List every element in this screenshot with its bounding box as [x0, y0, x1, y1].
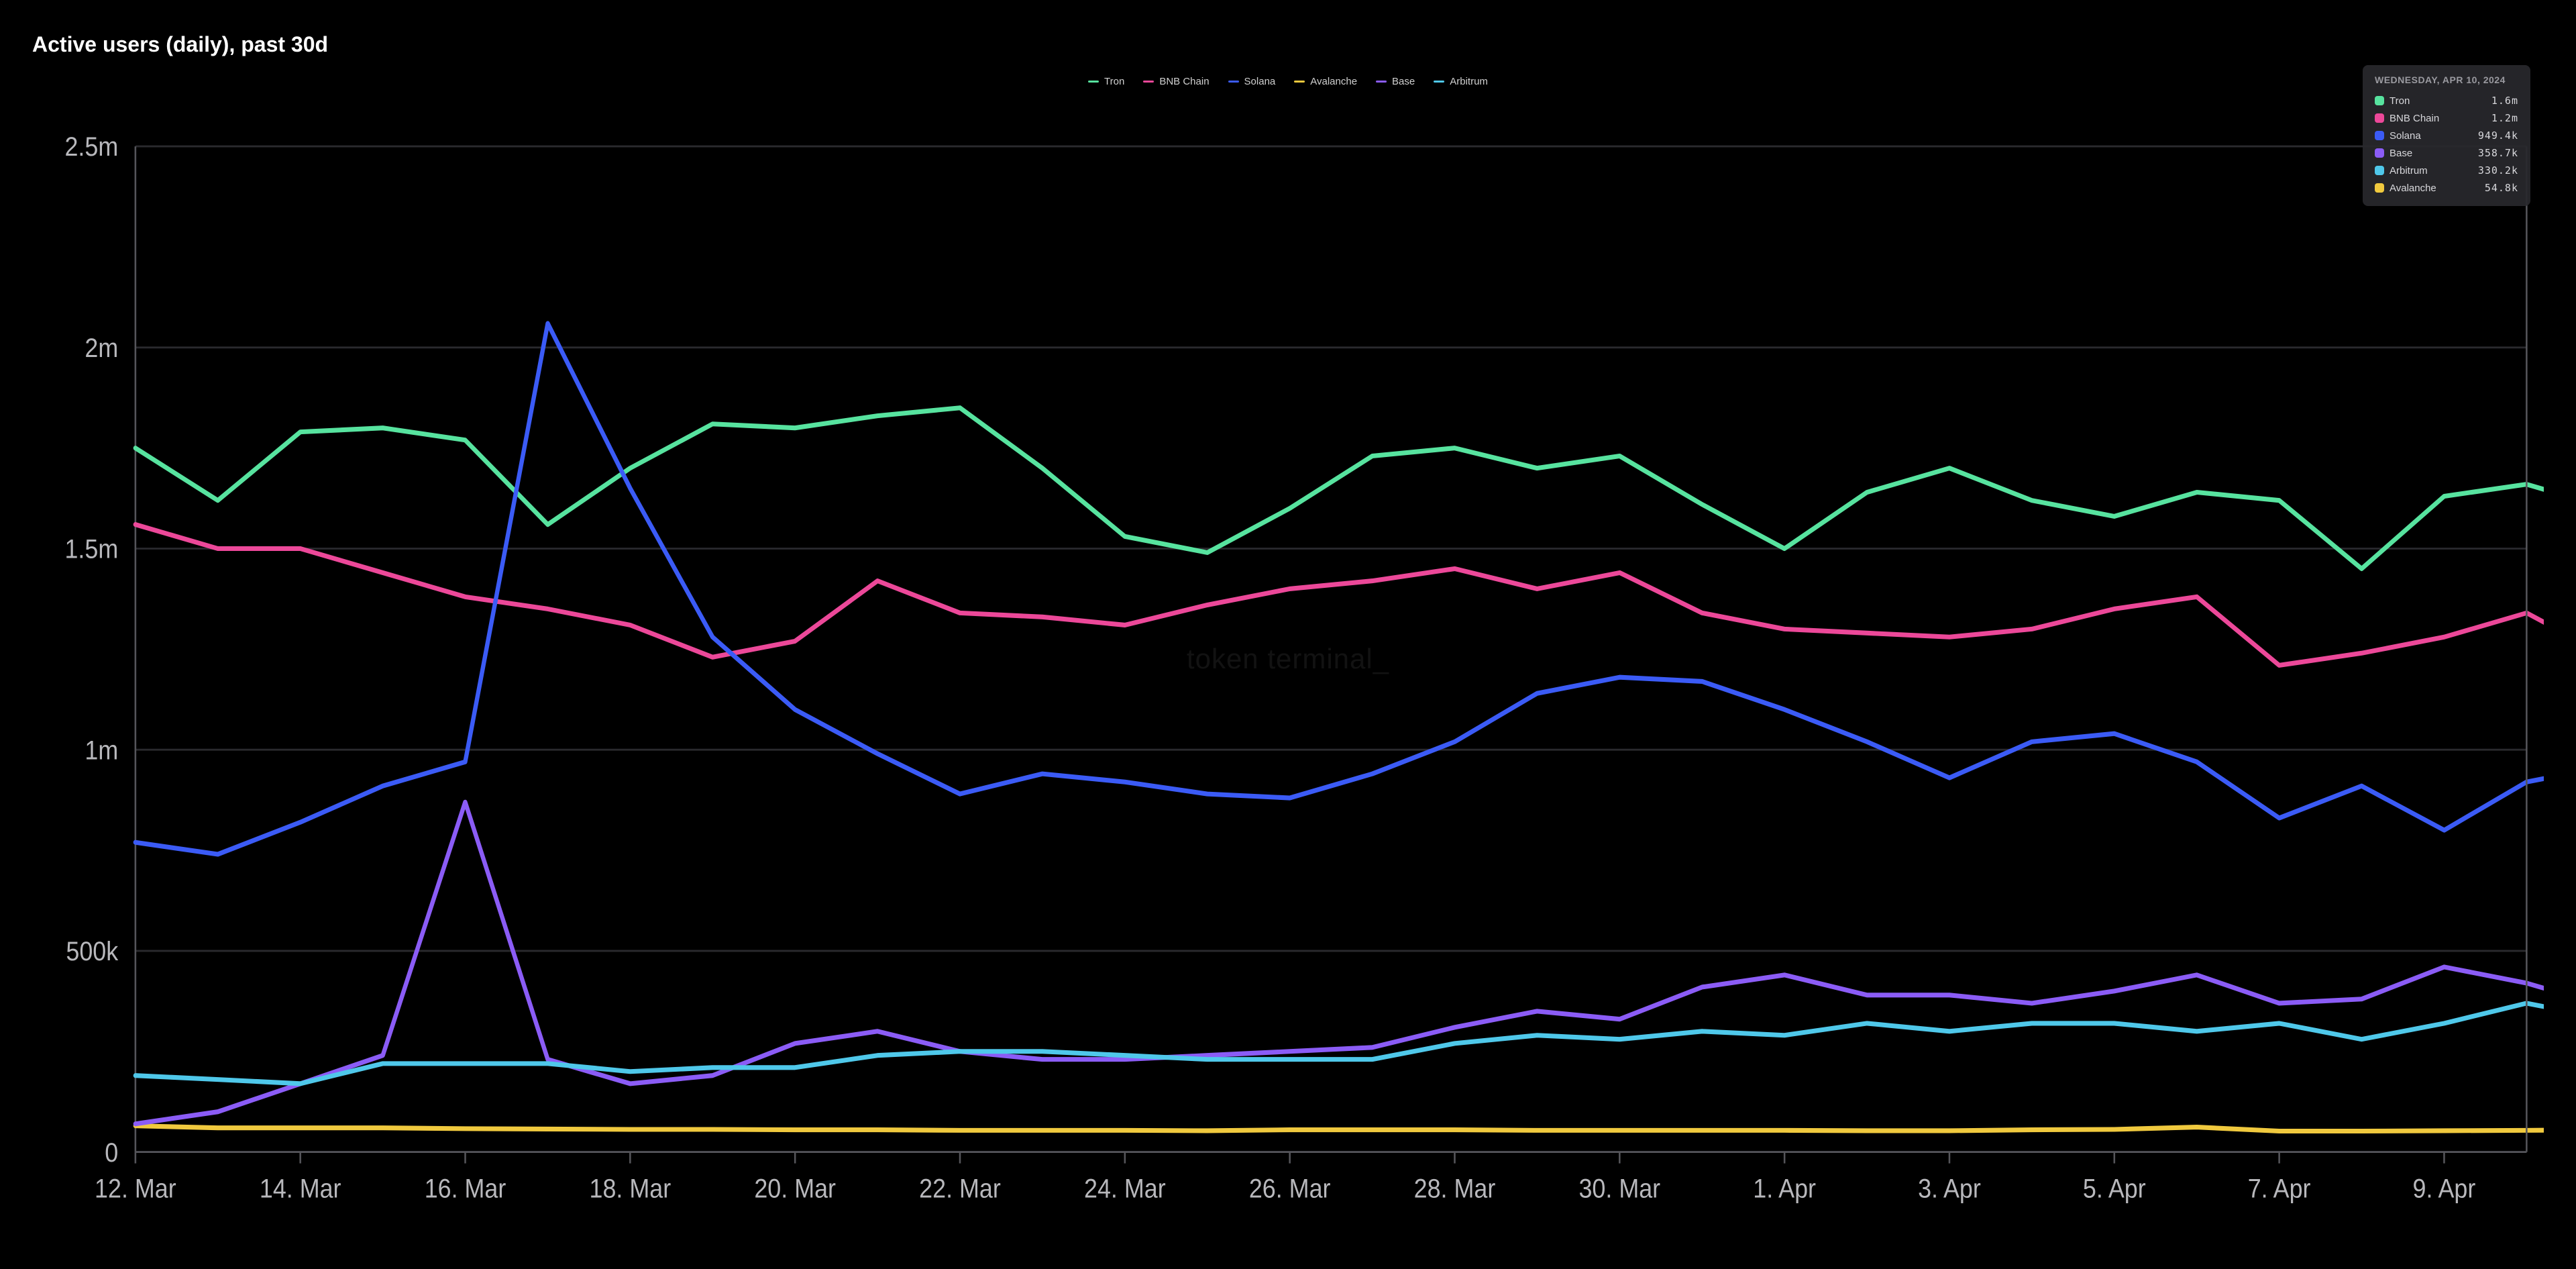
chart-container: Active users (daily), past 30d Tron BNB C…: [0, 0, 2576, 1269]
legend-swatch: [1376, 81, 1387, 83]
legend-swatch: [1088, 81, 1099, 83]
legend-item[interactable]: Arbitrum: [1434, 76, 1488, 87]
tooltip-swatch: [2375, 148, 2384, 158]
legend-swatch: [1228, 81, 1239, 83]
legend-label: Tron: [1104, 76, 1124, 87]
legend-label: Avalanche: [1310, 76, 1357, 87]
tooltip-series-name: Arbitrum: [2390, 165, 2428, 176]
tooltip-row: Avalanche 54.8k: [2375, 179, 2518, 197]
svg-text:12. Mar: 12. Mar: [95, 1174, 176, 1204]
svg-text:1.5m: 1.5m: [64, 535, 118, 564]
svg-text:28. Mar: 28. Mar: [1414, 1174, 1496, 1204]
svg-text:1. Apr: 1. Apr: [1753, 1174, 1816, 1204]
svg-text:14. Mar: 14. Mar: [260, 1174, 341, 1204]
legend-item[interactable]: Avalanche: [1294, 76, 1357, 87]
svg-text:3. Apr: 3. Apr: [1918, 1174, 1981, 1204]
svg-text:5. Apr: 5. Apr: [2083, 1174, 2146, 1204]
tooltip-row: Base 358.7k: [2375, 144, 2518, 162]
tooltip-series-name: Tron: [2390, 95, 2410, 107]
tooltip-date: WEDNESDAY, APR 10, 2024: [2375, 74, 2518, 85]
svg-text:26. Mar: 26. Mar: [1249, 1174, 1331, 1204]
svg-text:9. Apr: 9. Apr: [2413, 1174, 2476, 1204]
legend-item[interactable]: Solana: [1228, 76, 1276, 87]
tooltip-series-value: 1.2m: [2491, 112, 2518, 124]
legend-label: Arbitrum: [1450, 76, 1488, 87]
legend-item[interactable]: Tron: [1088, 76, 1124, 87]
tooltip-series-name: Solana: [2390, 130, 2421, 142]
svg-text:20. Mar: 20. Mar: [754, 1174, 836, 1204]
chart-title: Active users (daily), past 30d: [32, 32, 2544, 57]
legend-swatch: [1294, 81, 1305, 83]
legend-label: Base: [1392, 76, 1415, 87]
svg-text:0: 0: [105, 1138, 118, 1168]
tooltip-row: Tron 1.6m: [2375, 92, 2518, 109]
svg-text:22. Mar: 22. Mar: [919, 1174, 1001, 1204]
tooltip-series-value: 949.4k: [2478, 130, 2518, 142]
line-chart[interactable]: 0 500k 1m 1.5m 2m 2.5m 12. Mar 14. Mar 16. Mar 18…: [32, 70, 2544, 1247]
legend-label: BNB Chain: [1159, 76, 1209, 87]
legend-swatch: [1143, 81, 1154, 83]
chart-legend: Tron BNB Chain Solana Avalanche Base Arbitrum: [32, 76, 2544, 87]
tooltip-swatch: [2375, 113, 2384, 123]
tooltip-series-name: Base: [2390, 148, 2412, 159]
legend-item[interactable]: Base: [1376, 76, 1415, 87]
svg-text:2m: 2m: [85, 334, 118, 363]
tooltip-series-name: BNB Chain: [2390, 113, 2439, 124]
legend-swatch: [1434, 81, 1444, 83]
chart-area: Tron BNB Chain Solana Avalanche Base Arbitrum…: [32, 70, 2544, 1247]
tooltip-series-value: 54.8k: [2485, 182, 2518, 194]
tooltip-swatch: [2375, 96, 2384, 105]
tooltip-series-value: 358.7k: [2478, 147, 2518, 159]
tooltip-series-value: 1.6m: [2491, 95, 2518, 107]
svg-text:24. Mar: 24. Mar: [1084, 1174, 1166, 1204]
chart-tooltip: WEDNESDAY, APR 10, 2024 Tron 1.6m BNB Chai…: [2363, 65, 2530, 206]
svg-text:1m: 1m: [85, 736, 118, 766]
tooltip-row: Arbitrum 330.2k: [2375, 162, 2518, 179]
svg-text:18. Mar: 18. Mar: [590, 1174, 672, 1204]
svg-text:16. Mar: 16. Mar: [425, 1174, 506, 1204]
tooltip-row: BNB Chain 1.2m: [2375, 109, 2518, 127]
tooltip-swatch: [2375, 131, 2384, 140]
svg-text:7. Apr: 7. Apr: [2248, 1174, 2311, 1204]
svg-text:500k: 500k: [66, 937, 118, 966]
svg-text:2.5m: 2.5m: [64, 133, 118, 162]
svg-text:30. Mar: 30. Mar: [1578, 1174, 1660, 1204]
tooltip-swatch: [2375, 166, 2384, 175]
legend-item[interactable]: BNB Chain: [1143, 76, 1209, 87]
legend-label: Solana: [1244, 76, 1276, 87]
tooltip-series-value: 330.2k: [2478, 164, 2518, 176]
tooltip-series-name: Avalanche: [2390, 183, 2436, 194]
tooltip-swatch: [2375, 183, 2384, 193]
tooltip-row: Solana 949.4k: [2375, 127, 2518, 144]
